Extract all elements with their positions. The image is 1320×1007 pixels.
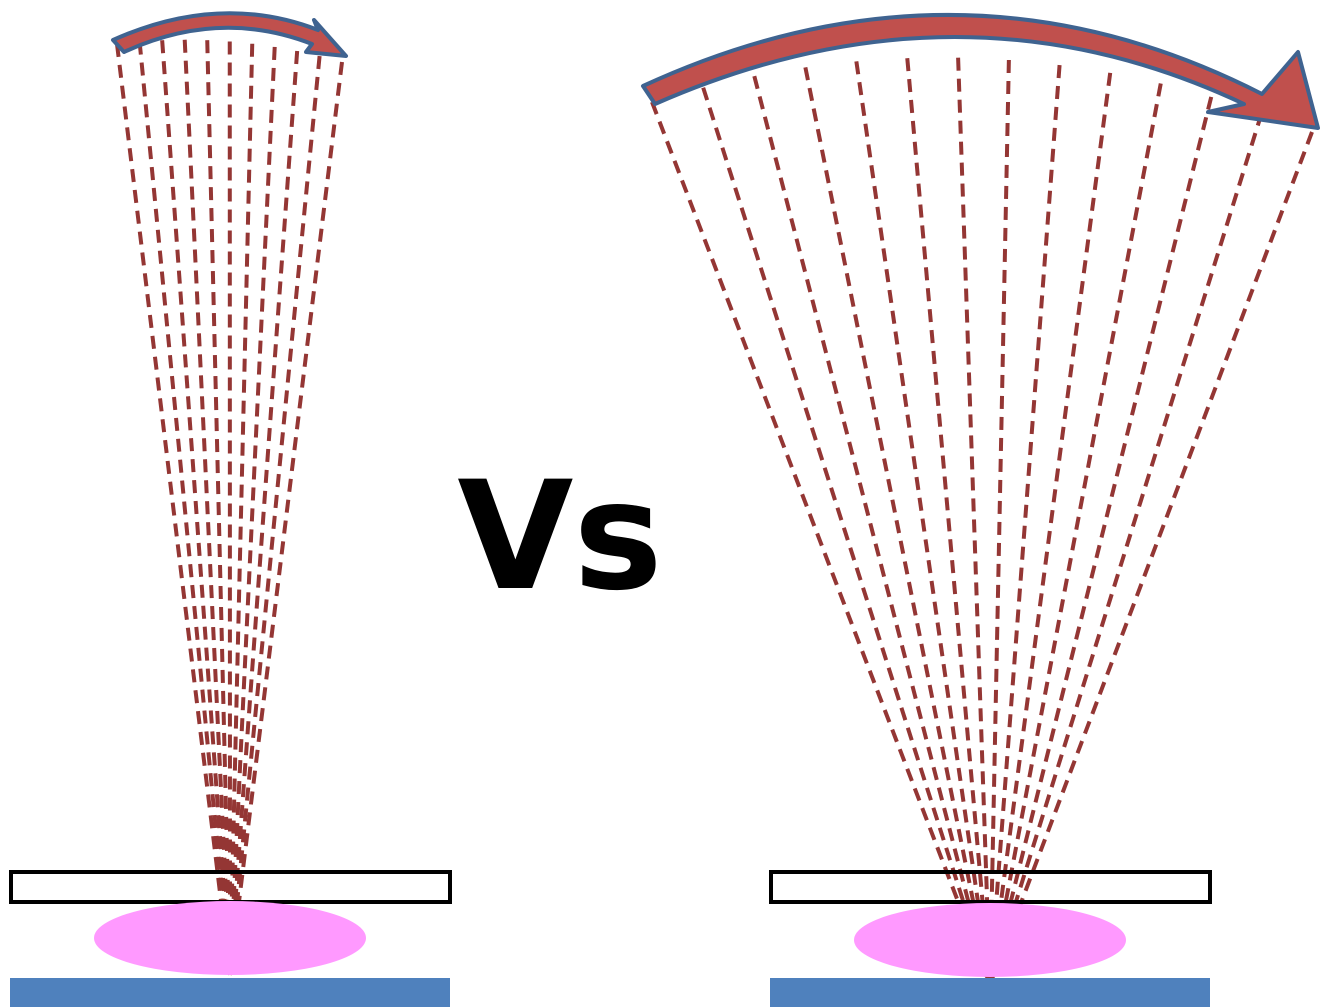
rotation-arrow	[643, 15, 1318, 128]
ray	[754, 76, 990, 985]
ray	[652, 102, 990, 985]
ray	[958, 58, 990, 985]
ray	[990, 97, 1211, 985]
ray	[703, 88, 990, 985]
ray	[230, 47, 275, 975]
ray	[907, 58, 990, 985]
ray	[990, 132, 1312, 985]
vs-label: Vs	[457, 450, 662, 624]
ray	[207, 40, 230, 975]
rays	[117, 40, 1312, 985]
ray	[230, 56, 320, 975]
base	[10, 978, 450, 1007]
diagram: Vs	[0, 0, 1320, 1007]
spot	[94, 901, 366, 975]
ray	[856, 61, 990, 985]
spot	[854, 903, 1126, 977]
ray	[990, 73, 1110, 985]
ray	[990, 84, 1161, 985]
page: Vs (() => { const data = JSON.parse(docu…	[0, 0, 1320, 1007]
ray	[185, 40, 230, 975]
base	[770, 978, 1210, 1007]
ray	[140, 42, 230, 975]
ray	[990, 113, 1262, 985]
ray	[117, 44, 230, 975]
